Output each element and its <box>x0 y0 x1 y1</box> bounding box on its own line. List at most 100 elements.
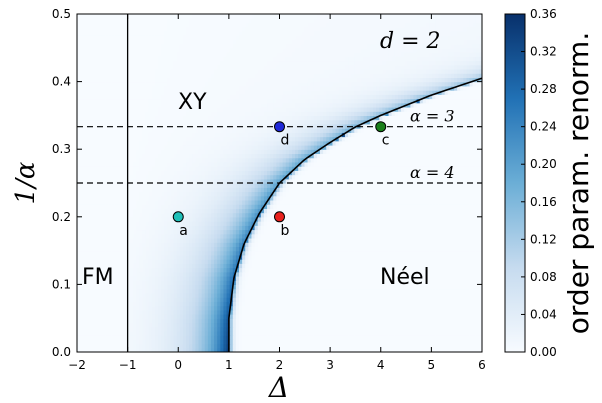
heatmap-cell <box>397 199 402 205</box>
heatmap-cell <box>201 267 206 273</box>
heatmap-cell <box>105 199 109 205</box>
heatmap-cell <box>92 271 97 277</box>
heatmap-cell <box>229 242 234 247</box>
heatmap-cell <box>80 208 84 214</box>
heatmap-cell <box>101 347 106 352</box>
heatmap-cell <box>114 347 119 352</box>
heatmap-cell <box>239 309 243 315</box>
heatmap-cell <box>239 284 243 290</box>
heatmap-cell <box>435 297 439 302</box>
heatmap-cell <box>223 216 228 222</box>
heatmap-cell <box>413 225 418 231</box>
heatmap-cell <box>251 237 256 243</box>
heatmap-cell <box>164 280 168 285</box>
heatmap-cell <box>270 330 274 336</box>
heatmap-cell <box>438 195 443 201</box>
heatmap-cell <box>298 330 302 336</box>
heatmap-cell <box>158 280 162 285</box>
heatmap-cell <box>435 284 439 290</box>
heatmap-cell <box>304 288 309 294</box>
heatmap-cell <box>257 309 262 315</box>
heatmap-cell <box>176 313 181 319</box>
heatmap-cell <box>254 313 259 319</box>
heatmap-cell <box>176 187 181 193</box>
heatmap-cell <box>357 271 362 277</box>
heatmap-cell <box>307 250 312 256</box>
heatmap-cell <box>182 288 187 294</box>
heatmap-cell <box>329 284 334 290</box>
heatmap-cell <box>435 204 439 209</box>
heatmap-cell <box>167 318 172 324</box>
heatmap-cell <box>114 191 119 197</box>
heatmap-cell <box>248 271 253 277</box>
heatmap-cell <box>254 263 259 269</box>
heatmap-cell <box>435 347 439 352</box>
heatmap-cell <box>139 199 144 205</box>
heatmap-cell <box>372 191 377 197</box>
heatmap-cell <box>279 221 284 226</box>
heatmap-cell <box>186 343 190 349</box>
heatmap-cell <box>260 313 265 319</box>
heatmap-cell <box>158 237 162 243</box>
heatmap-cell <box>401 267 405 273</box>
heatmap-cell <box>179 271 184 277</box>
heatmap-cell <box>332 254 337 260</box>
heatmap-cell <box>463 275 468 281</box>
heatmap-cell <box>379 237 383 243</box>
heatmap-cell <box>432 246 436 252</box>
heatmap-cell <box>369 326 374 332</box>
heatmap-cell <box>469 246 474 252</box>
heatmap-cell <box>344 242 349 247</box>
heatmap-cell <box>372 322 377 328</box>
heatmap-cell <box>348 284 352 290</box>
heatmap-cell <box>432 322 436 328</box>
heatmap-cell <box>391 208 396 214</box>
heatmap-cell <box>270 271 274 277</box>
heatmap-cell <box>161 263 165 269</box>
heatmap-cell <box>260 275 265 281</box>
heatmap-cell <box>164 275 168 281</box>
heatmap-cell <box>129 225 134 231</box>
heatmap-cell <box>232 221 237 226</box>
heatmap-cell <box>182 233 187 239</box>
heatmap-cell <box>304 326 309 332</box>
heatmap-cell <box>425 335 430 340</box>
heatmap-cell <box>463 339 468 345</box>
heatmap-cell <box>310 199 315 205</box>
heatmap-cell <box>329 221 334 226</box>
heatmap-cell <box>77 199 81 205</box>
heatmap-cell <box>335 318 340 324</box>
heatmap-cell <box>267 199 271 205</box>
heatmap-cell <box>251 313 256 319</box>
heatmap-cell <box>210 275 215 281</box>
heatmap-cell <box>123 292 128 298</box>
heatmap-cell <box>189 288 193 294</box>
heatmap-cell <box>379 339 383 345</box>
heatmap-cell <box>167 199 172 205</box>
heatmap-cell <box>463 292 468 298</box>
heatmap-cell <box>129 347 134 352</box>
heatmap-cell <box>207 339 212 345</box>
heatmap-cell <box>170 292 175 298</box>
heatmap-cell <box>323 204 327 209</box>
heatmap-cell <box>267 259 271 264</box>
heatmap-cell <box>279 280 284 285</box>
heatmap-cell <box>413 297 418 302</box>
heatmap-cell <box>298 305 302 311</box>
heatmap-cell <box>382 246 387 252</box>
heatmap-cell <box>291 263 296 269</box>
heatmap-cell <box>323 343 327 349</box>
heatmap-cell <box>360 292 365 298</box>
heatmap-cell <box>207 242 212 247</box>
heatmap-cell <box>182 326 187 332</box>
heatmap-cell <box>151 237 156 243</box>
heatmap-cell <box>288 263 293 269</box>
heatmap-cell <box>298 191 302 197</box>
heatmap-cell <box>198 221 203 226</box>
heatmap-cell <box>404 263 408 269</box>
heatmap-cell <box>263 229 268 235</box>
heatmap-cell <box>123 242 128 247</box>
heatmap-cell <box>382 237 387 243</box>
heatmap-cell <box>145 309 150 315</box>
heatmap-cell <box>379 259 383 264</box>
